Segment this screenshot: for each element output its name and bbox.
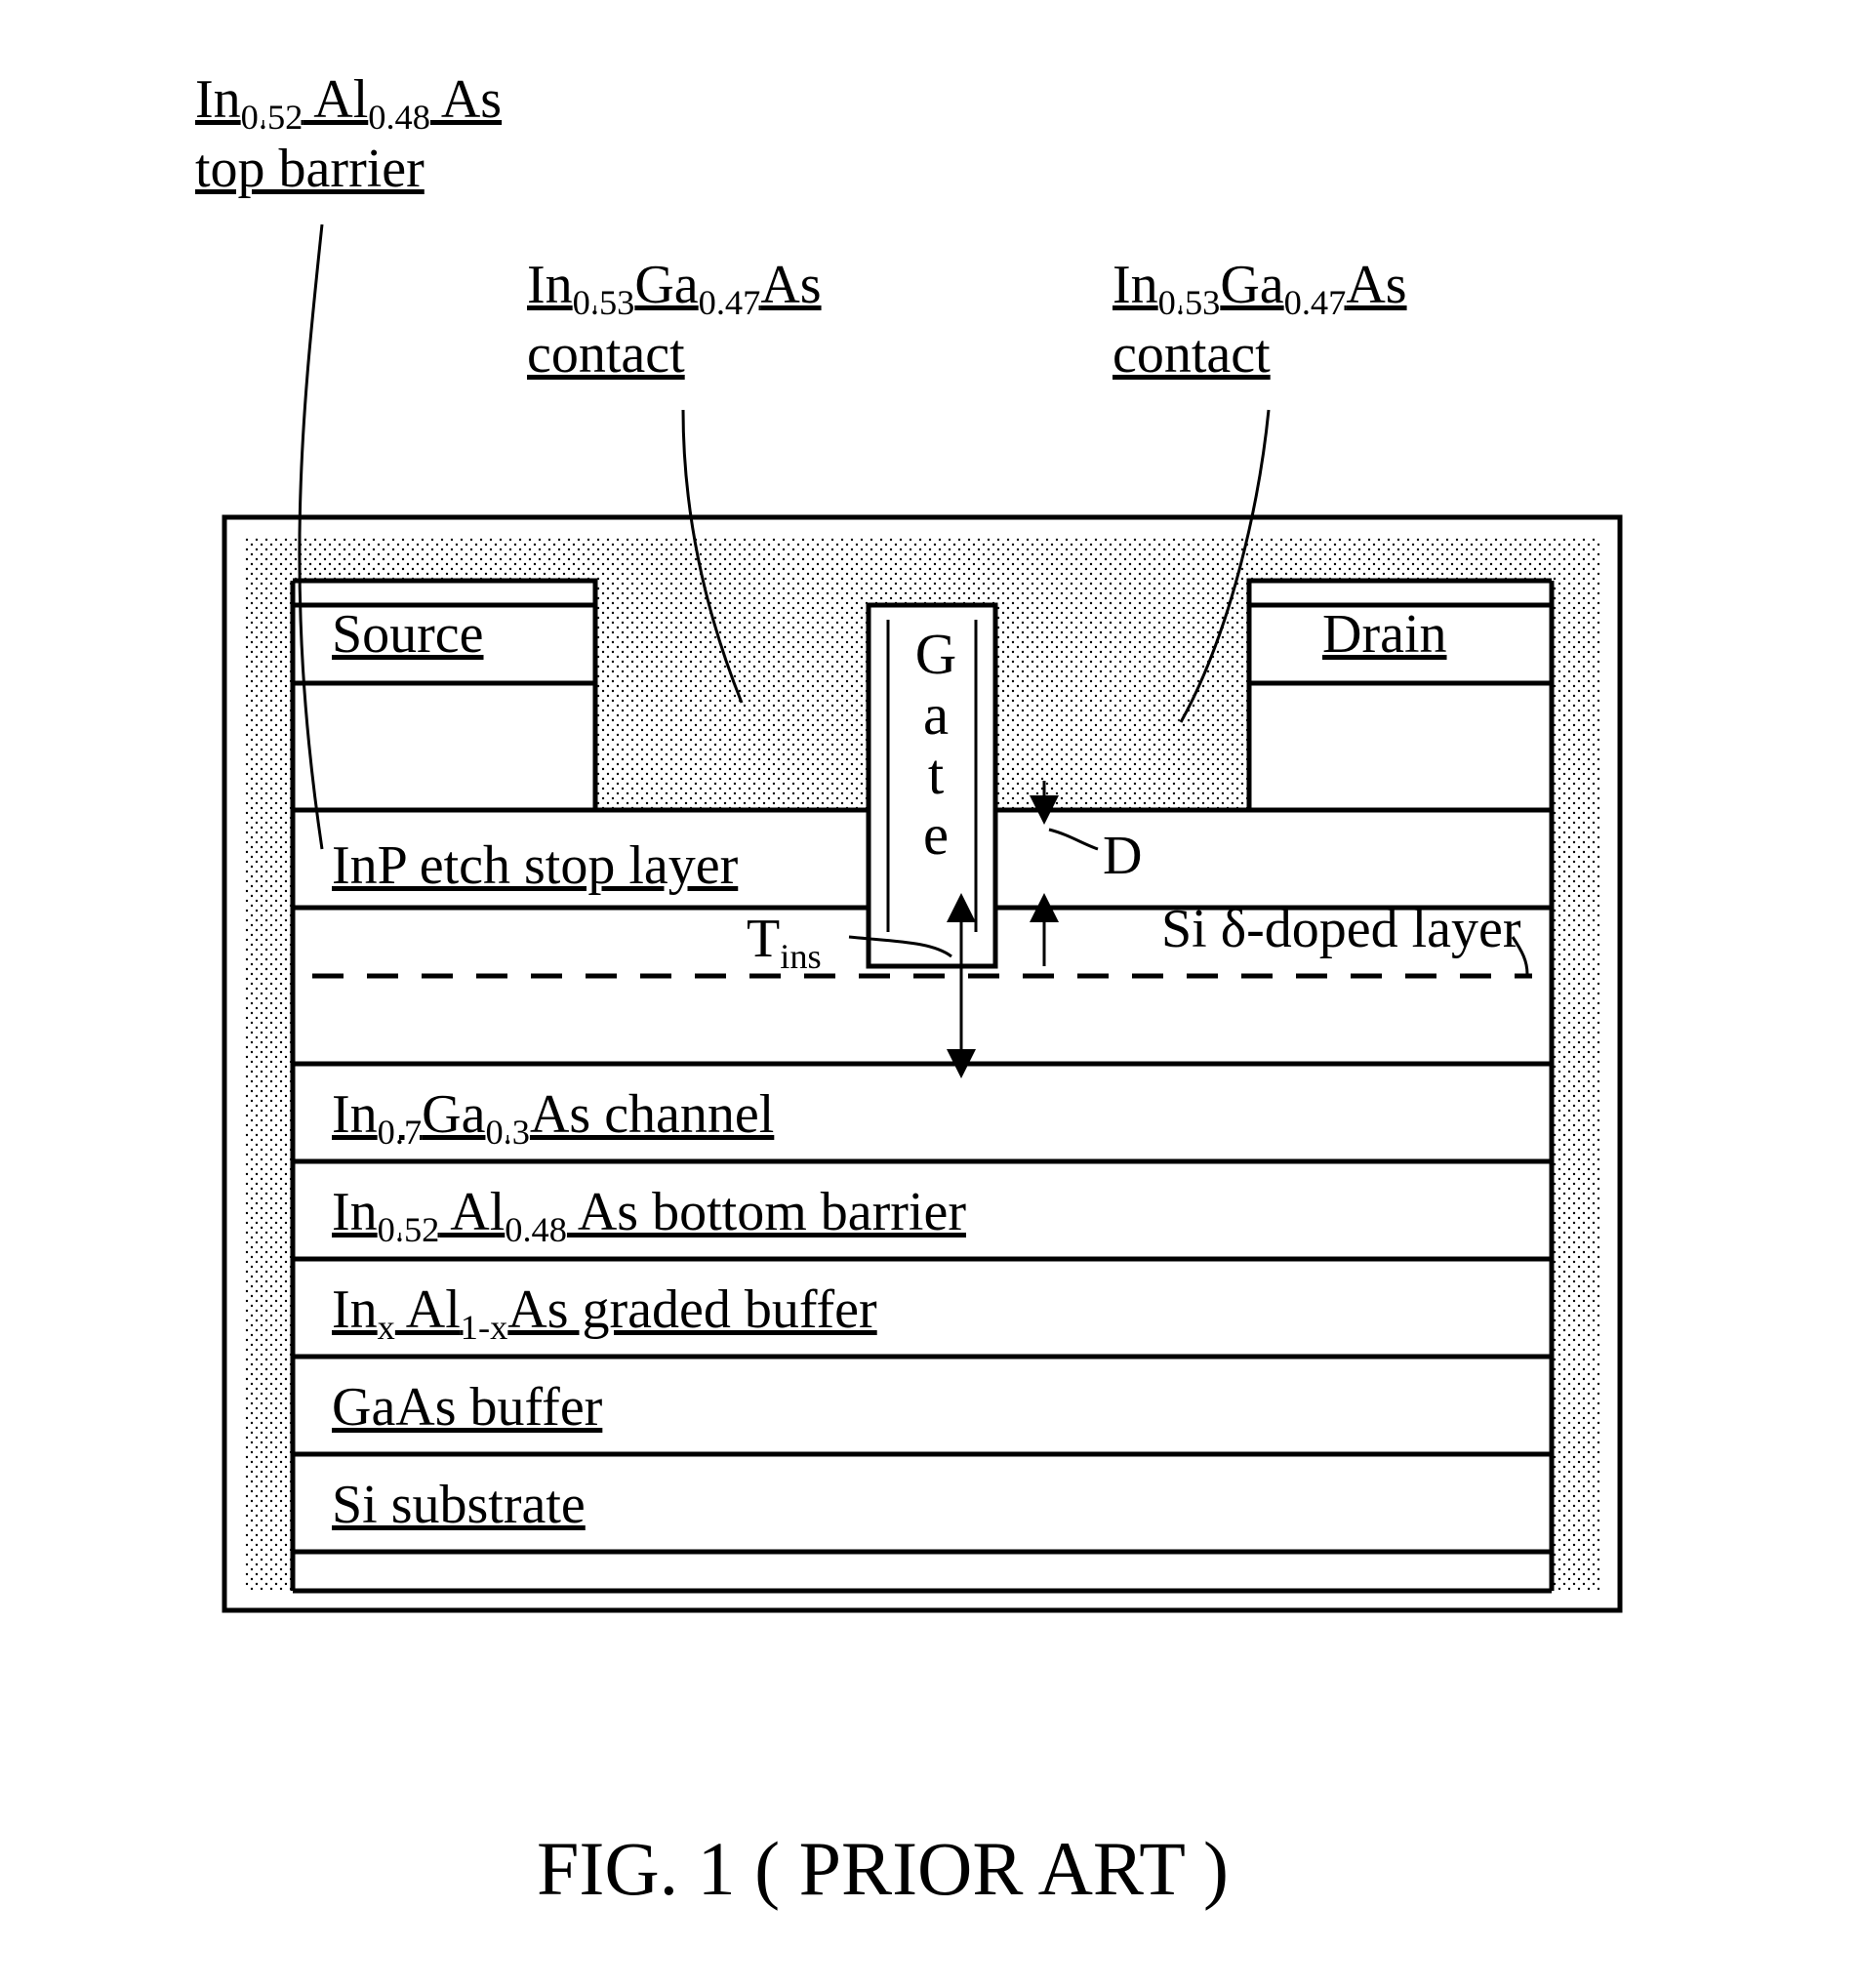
si-delta-doped-label: Si δ-doped layer [1161,898,1521,960]
graded-buffer-label: Inx Al1-xAs graded buffer [332,1278,877,1348]
callout-contact-right-l2: contact [1113,324,1271,385]
dimension-tins-label: Tins [747,908,822,977]
si-substrate-label: Si substrate [332,1474,586,1536]
callout-top-barrier-l1: In0.52 Al0.48 As [195,69,502,130]
channel-label: In0.7Ga0.3As channel [332,1083,774,1153]
bottom-barrier-label: In0.52 Al0.48 As bottom barrier [332,1181,966,1250]
etch-stop-label: InP etch stop layer [332,834,738,897]
dimension-d-label: D [1103,825,1142,887]
callout-contact-left: In0.53Ga0.47As contact [527,254,822,385]
callout-contact-left-l2: contact [527,324,685,385]
callout-top-barrier: In0.52 Al0.48 As top barrier [195,68,502,200]
callout-contact-right-l1: In0.53Ga0.47As [1113,255,1407,315]
callout-top-barrier-l2: top barrier [195,139,425,199]
figure-caption: FIG. 1 ( PRIOR ART ) [537,1825,1229,1913]
source-label: Source [332,603,484,666]
drain-label: Drain [1322,603,1447,666]
callout-contact-right: In0.53Ga0.47As contact [1113,254,1407,385]
callout-contact-left-l1: In0.53Ga0.47As [527,255,822,315]
gate-label: Gate [902,625,970,866]
gaas-buffer-label: GaAs buffer [332,1376,602,1439]
